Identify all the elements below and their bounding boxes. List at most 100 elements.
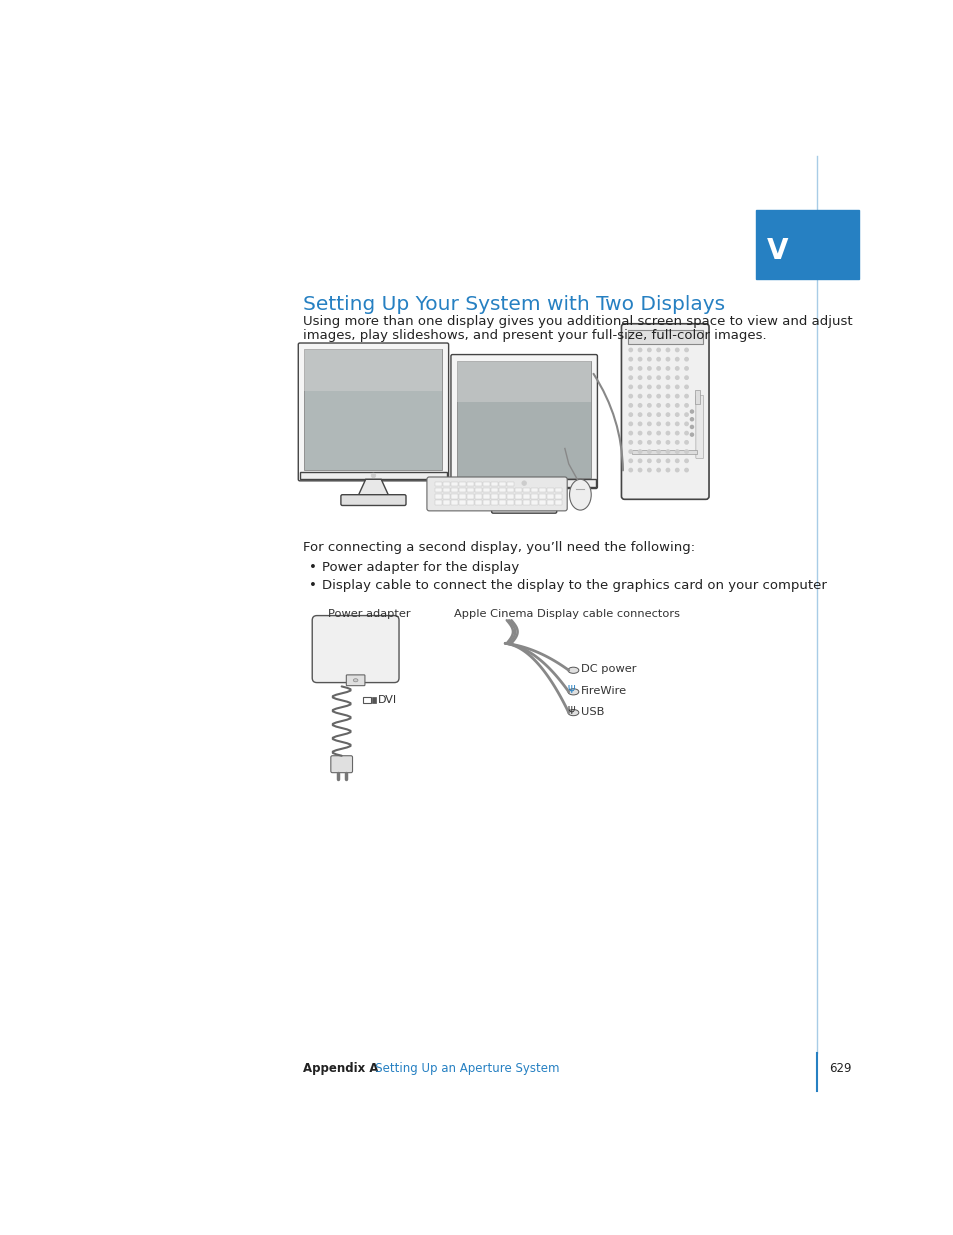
Circle shape [638,468,641,472]
Bar [555,488,561,493]
Circle shape [684,441,687,445]
Circle shape [628,422,632,426]
Bar [515,488,521,493]
Circle shape [628,357,632,361]
Circle shape [665,348,669,352]
Circle shape [638,450,641,453]
FancyBboxPatch shape [695,395,703,458]
Text: Power adapter: Power adapter [328,609,411,619]
Circle shape [684,348,687,352]
Text: FireWire: FireWire [580,687,627,697]
Circle shape [675,404,679,408]
Bar [475,482,481,487]
Circle shape [371,473,375,478]
Circle shape [690,425,693,429]
Bar [695,390,699,404]
Ellipse shape [569,479,591,510]
FancyBboxPatch shape [620,324,708,499]
Text: Display cable to connect the display to the graphics card on your computer: Display cable to connect the display to … [322,579,826,593]
Bar [491,488,497,493]
Text: 629: 629 [828,1062,851,1074]
Circle shape [675,412,679,416]
Bar [458,482,465,487]
Ellipse shape [567,710,578,716]
Bar [756,210,858,279]
Bar [372,698,375,703]
Circle shape [628,404,632,408]
Bar [522,500,530,505]
Circle shape [684,394,687,398]
Text: For connecting a second display, you’ll need the following:: For connecting a second display, you’ll … [303,541,695,555]
Bar [538,494,546,499]
Circle shape [684,422,687,426]
FancyBboxPatch shape [491,503,557,514]
Text: Setting Up Your System with Two Displays: Setting Up Your System with Two Displays [303,294,724,314]
Circle shape [657,468,659,472]
Bar [466,488,474,493]
Circle shape [638,404,641,408]
Text: •: • [309,579,316,593]
Bar [450,500,457,505]
Bar [538,488,546,493]
Bar [450,482,457,487]
Bar [435,494,441,499]
Bar [458,494,465,499]
Bar [363,698,371,703]
Bar [452,479,596,487]
Bar [475,494,481,499]
Circle shape [665,367,669,370]
Circle shape [647,441,650,445]
Bar [435,500,441,505]
Circle shape [684,450,687,453]
Circle shape [657,348,659,352]
Text: Power adapter for the display: Power adapter for the display [322,561,519,574]
Bar [546,494,554,499]
Bar [498,482,506,487]
Bar [442,494,450,499]
Text: USB: USB [580,706,604,716]
Circle shape [684,385,687,389]
Circle shape [638,441,641,445]
Circle shape [647,394,650,398]
Bar [442,482,450,487]
Bar [522,488,530,493]
Circle shape [665,441,669,445]
Circle shape [684,431,687,435]
Circle shape [657,385,659,389]
Ellipse shape [567,689,578,695]
Circle shape [665,375,669,379]
Bar [506,494,514,499]
Circle shape [638,394,641,398]
Bar [515,494,521,499]
Circle shape [665,422,669,426]
Circle shape [657,375,659,379]
Circle shape [665,459,669,463]
Text: Appendix A: Appendix A [303,1062,378,1074]
Bar [546,488,554,493]
Circle shape [647,404,650,408]
Bar [475,500,481,505]
Circle shape [684,468,687,472]
Circle shape [657,422,659,426]
Bar [498,488,506,493]
Bar [506,500,514,505]
Circle shape [638,375,641,379]
Circle shape [665,468,669,472]
Text: Apple Cinema Display cable connectors: Apple Cinema Display cable connectors [454,609,679,619]
Text: Using more than one display gives you additional screen space to view and adjust: Using more than one display gives you ad… [303,315,852,329]
Bar [450,488,457,493]
Circle shape [647,348,650,352]
Bar [466,494,474,499]
Circle shape [628,348,632,352]
FancyBboxPatch shape [331,756,353,773]
Bar [506,488,514,493]
Bar [491,482,497,487]
Circle shape [675,385,679,389]
Text: Setting Up an Aperture System: Setting Up an Aperture System [364,1062,559,1074]
Circle shape [675,459,679,463]
Bar [482,500,490,505]
Bar [531,488,537,493]
Circle shape [684,404,687,408]
Bar [456,361,591,401]
Circle shape [638,357,641,361]
